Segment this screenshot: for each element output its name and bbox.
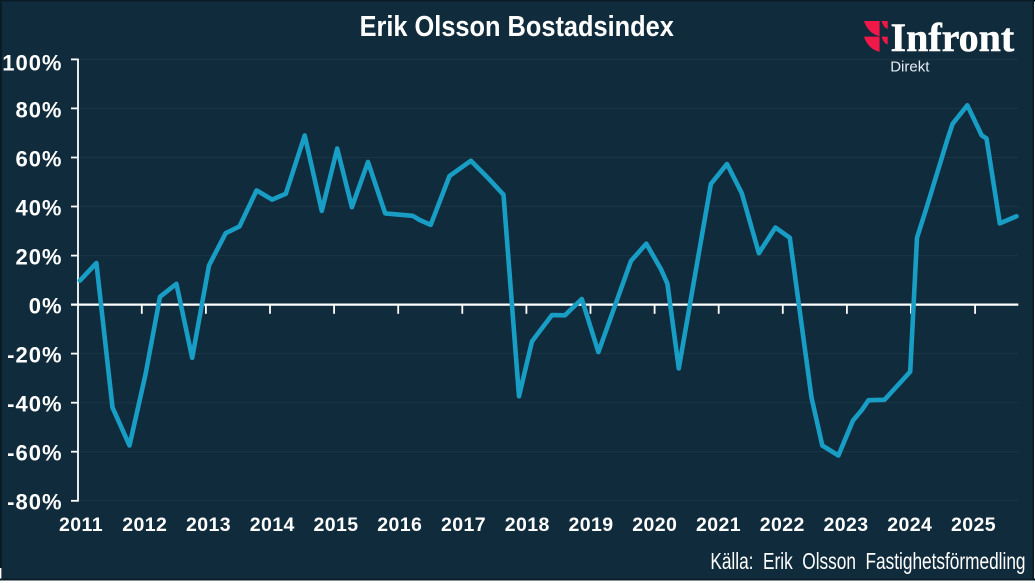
svg-text:2018: 2018 — [505, 514, 550, 536]
svg-text:2025: 2025 — [951, 514, 996, 536]
svg-text:2011: 2011 — [59, 514, 103, 536]
svg-text:-20%: -20% — [7, 343, 62, 368]
svg-text:2020: 2020 — [632, 514, 677, 536]
svg-text:2023: 2023 — [824, 514, 869, 536]
svg-text:2014: 2014 — [250, 514, 295, 536]
svg-text:60%: 60% — [15, 146, 62, 171]
svg-text:2017: 2017 — [441, 514, 486, 536]
svg-text:20%: 20% — [15, 245, 62, 270]
svg-text:2019: 2019 — [569, 514, 614, 536]
svg-text:80%: 80% — [15, 97, 62, 122]
svg-text:Infront: Infront — [891, 15, 1015, 60]
svg-text:2013: 2013 — [186, 514, 231, 536]
svg-text:2021: 2021 — [696, 514, 741, 536]
svg-text:-60%: -60% — [7, 441, 62, 466]
svg-text:Erik Olsson Bostadsindex: Erik Olsson Bostadsindex — [360, 11, 674, 43]
svg-text:2016: 2016 — [377, 514, 422, 536]
svg-text:2024: 2024 — [887, 514, 932, 536]
svg-text:40%: 40% — [15, 195, 62, 220]
svg-text:2015: 2015 — [314, 514, 359, 536]
svg-text:-80%: -80% — [7, 490, 62, 515]
svg-text:Direkt: Direkt — [890, 58, 930, 75]
svg-text:Källa: Erik Olsson Fastighe: Källa: Erik Olsson Fastighetsförmedling — [710, 550, 1025, 575]
svg-text:2022: 2022 — [760, 514, 805, 536]
svg-text:0%: 0% — [29, 294, 63, 319]
svg-text:-40%: -40% — [7, 392, 62, 417]
svg-text:2012: 2012 — [122, 514, 167, 536]
svg-text:100%: 100% — [2, 51, 62, 76]
